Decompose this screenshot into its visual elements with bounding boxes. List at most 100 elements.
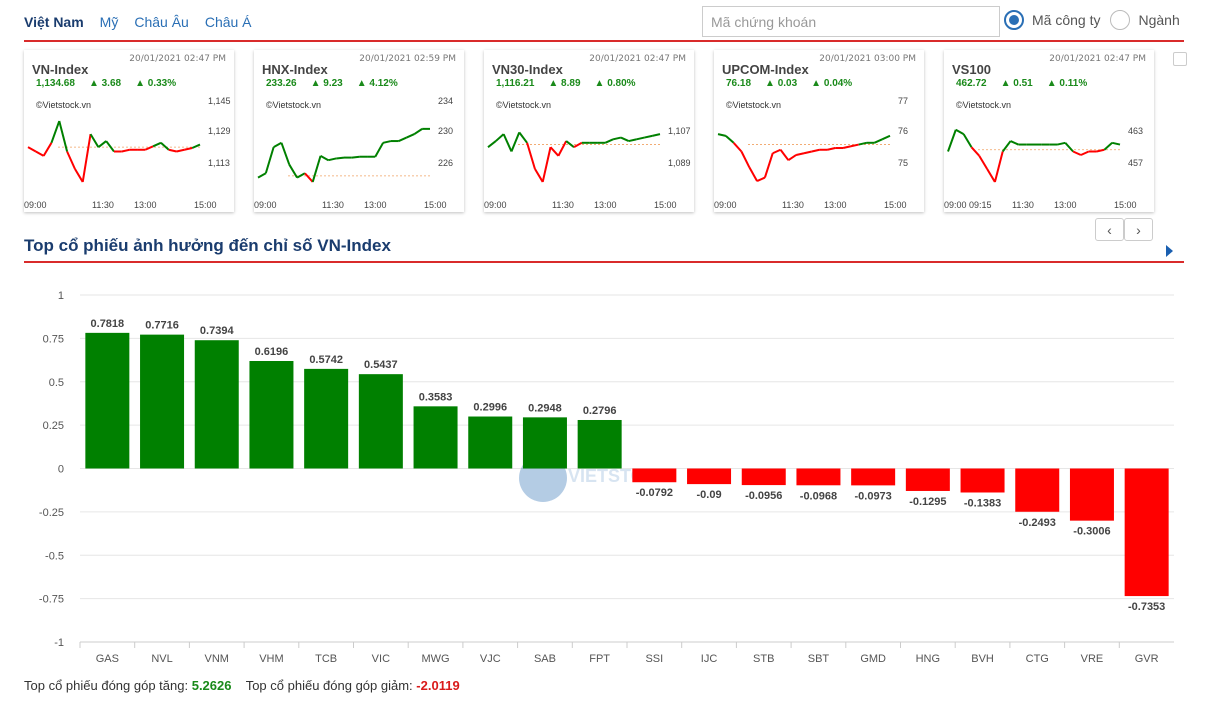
card-value: 76.18 xyxy=(726,78,752,89)
x-tick-label: STB xyxy=(753,653,774,665)
sparkline-segment xyxy=(304,172,314,183)
y-tick-label: -0.75 xyxy=(39,594,64,606)
card-x-tick: 11:30 xyxy=(552,200,574,210)
sparkline-segment xyxy=(176,148,185,153)
sparkline-chart xyxy=(257,127,430,183)
sparkline-segment xyxy=(105,140,115,153)
data-label: -0.09 xyxy=(697,489,722,501)
card-value: 462.72 xyxy=(956,78,987,89)
card-values: 1,134.68 ▲ 3.68 ▲ 0.33% xyxy=(36,78,190,89)
sparkline-segment xyxy=(328,157,337,162)
card-x-tick: 09:00 xyxy=(714,200,737,210)
sparkline-segment xyxy=(280,142,291,165)
down-summary-value: -2.0119 xyxy=(416,678,460,693)
card-values: 462.72 ▲ 0.51 ▲ 0.11% xyxy=(956,78,1101,89)
sparkline-segment xyxy=(858,141,867,146)
y-tick-label: 0.5 xyxy=(49,377,64,389)
card-index-name: VN30-Index xyxy=(492,62,563,77)
sparkline-segment xyxy=(763,152,774,178)
down-summary-label: Top cổ phiếu đóng góp giảm: xyxy=(245,678,413,693)
x-tick-label: GAS xyxy=(96,653,119,665)
header-divider xyxy=(24,40,1184,42)
card-y-tick: 234 xyxy=(438,96,454,106)
card-change: ▲ 3.68 xyxy=(88,78,122,89)
bar-bvh xyxy=(960,468,1005,493)
nav-vietnam[interactable]: Việt Nam xyxy=(24,14,84,30)
card-y-tick: 1,089 xyxy=(668,158,691,168)
nav-usa[interactable]: Mỹ xyxy=(99,14,119,30)
sparkline-segment xyxy=(962,133,973,148)
up-summary-value: 5.2626 xyxy=(191,678,232,693)
data-label: 0.2948 xyxy=(528,402,562,414)
influence-bar-chart: 10.750.50.250-0.25-0.5-0.75-1VIETSTOCK0.… xyxy=(39,290,1174,665)
card-x-tick: 13:00 xyxy=(134,200,157,210)
card-x-tick: 11:30 xyxy=(1012,200,1034,210)
card-change: ▲ 8.89 xyxy=(548,78,581,89)
sparkline-segment xyxy=(288,164,298,179)
sparkline-segment xyxy=(1057,141,1066,146)
card-value: 1,134.68 xyxy=(36,78,75,89)
card-values: 1,116.21 ▲ 8.89 ▲ 0.80% xyxy=(496,78,650,89)
bar-vic xyxy=(358,374,403,469)
data-label: 0.7716 xyxy=(145,320,179,332)
card-change: ▲ 9.23 xyxy=(310,78,343,89)
card-timestamp: 20/01/2021 02:47 PM xyxy=(589,54,686,64)
bar-stb xyxy=(741,468,786,486)
index-card-vn30-index[interactable]: 20/01/2021 02:47 PM VN30-Index 1,116.21 ▲ 8… xyxy=(484,50,694,212)
sparkline-segment xyxy=(787,154,797,162)
data-label: 0.5437 xyxy=(364,359,398,371)
bar-ijc xyxy=(687,468,732,485)
card-source: ©Vietstock.vn xyxy=(36,100,91,110)
nav-asia[interactable]: Châu Á xyxy=(204,14,252,30)
nav-europe[interactable]: Châu Âu xyxy=(134,14,189,30)
sparkline-segment xyxy=(1103,142,1113,151)
sparkline-segment xyxy=(296,172,306,179)
card-x-tick: 09:00 xyxy=(24,200,47,210)
data-label: 0.5742 xyxy=(309,354,343,366)
bar-nvl xyxy=(140,334,185,469)
sparkline-segment xyxy=(986,168,996,183)
card-y-tick: 226 xyxy=(438,158,454,168)
index-card-vs100[interactable]: 20/01/2021 02:47 PM VS100 462.72 ▲ 0.51 ▲ 0.… xyxy=(944,50,1154,212)
data-label: 0.7818 xyxy=(91,318,125,330)
sparkline-segment xyxy=(510,131,521,152)
card-x-tick: 15:00 xyxy=(1114,200,1137,210)
sparkline-segment xyxy=(772,148,781,155)
sparkline-segment xyxy=(811,148,820,153)
sparkline-segment xyxy=(779,149,790,161)
card-index-name: VN-Index xyxy=(32,62,89,77)
company-code-radio[interactable] xyxy=(1004,10,1024,30)
card-pct: ▲ 0.11% xyxy=(1046,78,1088,89)
bar-tcb xyxy=(304,368,349,469)
sparkline-segment xyxy=(947,129,957,152)
play-arrow-icon[interactable] xyxy=(1166,245,1173,257)
bar-hng xyxy=(905,468,950,491)
sparkline-segment xyxy=(311,155,322,183)
next-button[interactable]: › xyxy=(1124,218,1153,241)
bar-sab xyxy=(522,417,567,469)
filter-radio-group: Mã công ty Ngành xyxy=(1004,10,1190,30)
sparkline-segment xyxy=(144,145,154,151)
index-card-upcom-index[interactable]: 20/01/2021 03:00 PM UPCOM-Index 76.18 ▲ 0.0… xyxy=(714,50,924,212)
y-tick-label: -0.25 xyxy=(39,507,64,519)
x-tick-label: BVH xyxy=(971,653,994,665)
card-x-tick: 09:00 09:15 xyxy=(944,200,992,210)
sparkline-segment xyxy=(374,142,384,158)
collapse-toggle[interactable] xyxy=(1173,52,1187,66)
sparkline-segment xyxy=(1096,148,1105,153)
sparkline-segment xyxy=(406,133,415,139)
bar-mwg xyxy=(413,406,458,469)
sparkline-segment xyxy=(1064,142,1074,153)
index-card-hnx-index[interactable]: 20/01/2021 02:59 PM HNX-Index 233.26 ▲ 9.23… xyxy=(254,50,464,212)
card-x-tick: 15:00 xyxy=(424,200,447,210)
card-index-name: VS100 xyxy=(952,62,992,77)
card-y-tick: 77 xyxy=(898,96,909,106)
industry-radio[interactable] xyxy=(1110,10,1131,30)
stock-code-search-input[interactable] xyxy=(702,6,1000,37)
prev-button[interactable]: ‹ xyxy=(1095,218,1124,241)
card-y-tick: 75 xyxy=(898,158,909,168)
section-divider xyxy=(24,261,1184,263)
index-card-vn-index[interactable]: 20/01/2021 02:47 PM VN-Index 1,134.68 ▲ 3.6… xyxy=(24,50,234,212)
card-timestamp: 20/01/2021 02:47 PM xyxy=(1049,54,1146,64)
sparkline-segment xyxy=(873,138,883,144)
